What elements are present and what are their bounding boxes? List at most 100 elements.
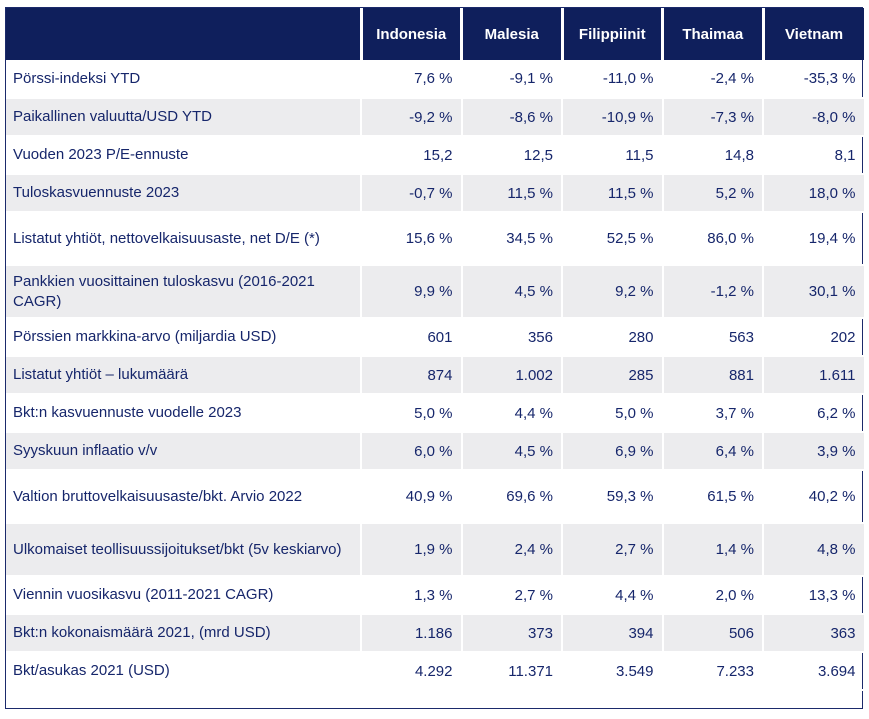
value-cell: 5,0 % (561, 394, 663, 433)
value-cell: 1.186 (360, 614, 462, 653)
value-cell: 285 (561, 356, 663, 395)
table-row: Pankkien vuosittainen tuloskasvu (2016-2… (6, 265, 864, 319)
value-cell: -35,3 % (762, 60, 864, 99)
value-cell: 9,2 % (561, 265, 663, 319)
row-label: Pörssi-indeksi YTD (6, 60, 361, 99)
value-cell: 1,3 % (360, 576, 462, 615)
column-header-vietnam: Vietnam (761, 8, 864, 60)
value-cell: 280 (561, 318, 663, 357)
table-row: Listatut yhtiöt, nettovelkaisuusaste, ne… (6, 212, 864, 266)
table-row: Tuloskasvuennuste 2023 -0,7 % 11,5 % 11,5 %… (6, 174, 864, 213)
table-row: Vuoden 2023 P/E-ennuste 15,2 12,5 11,5 14,8 8… (6, 136, 864, 175)
value-cell: 1,9 % (360, 523, 462, 577)
value-cell: 1.611 (762, 356, 864, 395)
row-label: Pörssien markkina-arvo (miljardia USD) (6, 318, 361, 357)
value-cell: 6,4 % (661, 432, 763, 471)
value-cell: 40,9 % (360, 470, 462, 524)
value-cell: 14,8 (661, 136, 763, 175)
table-row: Valtion bruttovelkaisuusaste/bkt. Arvio … (6, 470, 864, 524)
value-cell: -8,6 % (460, 98, 562, 137)
row-label: Viennin vuosikasvu (2011-2021 CAGR) (6, 576, 361, 615)
value-cell: 4,4 % (460, 394, 562, 433)
value-cell: 363 (762, 614, 864, 653)
value-cell: 30,1 % (762, 265, 864, 319)
value-cell: -9,2 % (360, 98, 462, 137)
value-cell: 356 (460, 318, 562, 357)
value-cell: 881 (661, 356, 763, 395)
row-label: Listatut yhtiöt, nettovelkaisuusaste, ne… (6, 212, 361, 266)
value-cell: 61,5 % (661, 470, 763, 524)
value-cell: 19,4 % (762, 212, 864, 266)
value-cell: 40,2 % (762, 470, 864, 524)
row-label: Syyskuun inflaatio v/v (6, 432, 361, 471)
data-table-frame: Indonesia Malesia Filippiinit Thaimaa Vi… (5, 7, 864, 709)
value-cell: 4,5 % (460, 265, 562, 319)
value-cell: 69,6 % (460, 470, 562, 524)
value-cell: 5,0 % (360, 394, 462, 433)
value-cell: 1,4 % (661, 523, 763, 577)
row-label: Valtion bruttovelkaisuusaste/bkt. Arvio … (6, 470, 361, 524)
table-row: Pörssien markkina-arvo (miljardia USD) 60… (6, 318, 864, 357)
value-cell: 6,9 % (561, 432, 663, 471)
column-header-indonesia: Indonesia (359, 8, 462, 60)
value-cell: 601 (360, 318, 462, 357)
value-cell: 86,0 % (661, 212, 763, 266)
value-cell: 2,0 % (661, 576, 763, 615)
value-cell: -0,7 % (360, 174, 462, 213)
column-header-malesia: Malesia (460, 8, 562, 60)
row-label: Listatut yhtiöt – lukumäärä (6, 356, 361, 395)
row-label: Tuloskasvuennuste 2023 (6, 174, 361, 213)
row-label: Bkt:n kasvuennuste vuodelle 2023 (6, 394, 361, 433)
value-cell: 8,1 (762, 136, 864, 175)
value-cell: 1.002 (460, 356, 562, 395)
row-label: Bkt:n kokonaismäärä 2021, (mrd USD) (6, 614, 361, 653)
value-cell: 15,6 % (360, 212, 462, 266)
value-cell: 4.292 (360, 652, 462, 691)
value-cell: 3,9 % (762, 432, 864, 471)
value-cell: 2,7 % (460, 576, 562, 615)
table-row: Pörssi-indeksi YTD 7,6 % -9,1 % -11,0 % -2,4… (6, 60, 864, 99)
value-cell: 506 (661, 614, 763, 653)
column-header-thaimaa: Thaimaa (661, 8, 763, 60)
value-cell: 11,5 (561, 136, 663, 175)
value-cell: 11,5 % (561, 174, 663, 213)
value-cell: -8,0 % (762, 98, 864, 137)
value-cell: 11,5 % (460, 174, 562, 213)
value-cell: -1,2 % (661, 265, 763, 319)
value-cell: 12,5 (460, 136, 562, 175)
row-label: Paikallinen valuutta/USD YTD (6, 98, 361, 137)
value-cell: 394 (561, 614, 663, 653)
table-row: Listatut yhtiöt – lukumäärä 874 1.002 285 88… (6, 356, 864, 395)
value-cell: -9,1 % (460, 60, 562, 99)
column-header-filippiinit: Filippiinit (560, 8, 663, 60)
table-row: Ulkomaiset teollisuussijoitukset/bkt (5v… (6, 523, 864, 577)
value-cell: -11,0 % (561, 60, 663, 99)
row-label: Pankkien vuosittainen tuloskasvu (2016-2… (6, 265, 361, 319)
row-label: Bkt/asukas 2021 (USD) (6, 652, 361, 691)
value-cell: 3,7 % (661, 394, 763, 433)
value-cell: -7,3 % (661, 98, 763, 137)
value-cell: -10,9 % (561, 98, 663, 137)
value-cell: 4,4 % (561, 576, 663, 615)
table-row: Syyskuun inflaatio v/v 6,0 % 4,5 % 6,9 % 6,4… (6, 432, 864, 471)
value-cell: 5,2 % (661, 174, 763, 213)
value-cell: 2,4 % (460, 523, 562, 577)
row-label: Vuoden 2023 P/E-ennuste (6, 136, 361, 175)
value-cell: 4,8 % (762, 523, 864, 577)
value-cell: 373 (460, 614, 562, 653)
value-cell: 3.549 (561, 652, 663, 691)
value-cell: 18,0 % (762, 174, 864, 213)
table-row: Bkt:n kasvuennuste vuodelle 2023 5,0 % 4,4… (6, 394, 864, 433)
value-cell: 15,2 (360, 136, 462, 175)
header-blank-cell (6, 8, 361, 60)
table-row: Bkt:n kokonaismäärä 2021, (mrd USD) 1.186… (6, 614, 864, 653)
table-row: Paikallinen valuutta/USD YTD -9,2 % -8,6 %… (6, 98, 864, 137)
value-cell: 4,5 % (460, 432, 562, 471)
value-cell: -2,4 % (661, 60, 763, 99)
header-row: Indonesia Malesia Filippiinit Thaimaa Vi… (6, 8, 864, 60)
value-cell: 2,7 % (561, 523, 663, 577)
table-row: Viennin vuosikasvu (2011-2021 CAGR) 1,3 %… (6, 576, 864, 615)
table-body: Pörssi-indeksi YTD 7,6 % -9,1 % -11,0 % -2,4… (6, 60, 864, 691)
value-cell: 34,5 % (460, 212, 562, 266)
value-cell: 7.233 (661, 652, 763, 691)
